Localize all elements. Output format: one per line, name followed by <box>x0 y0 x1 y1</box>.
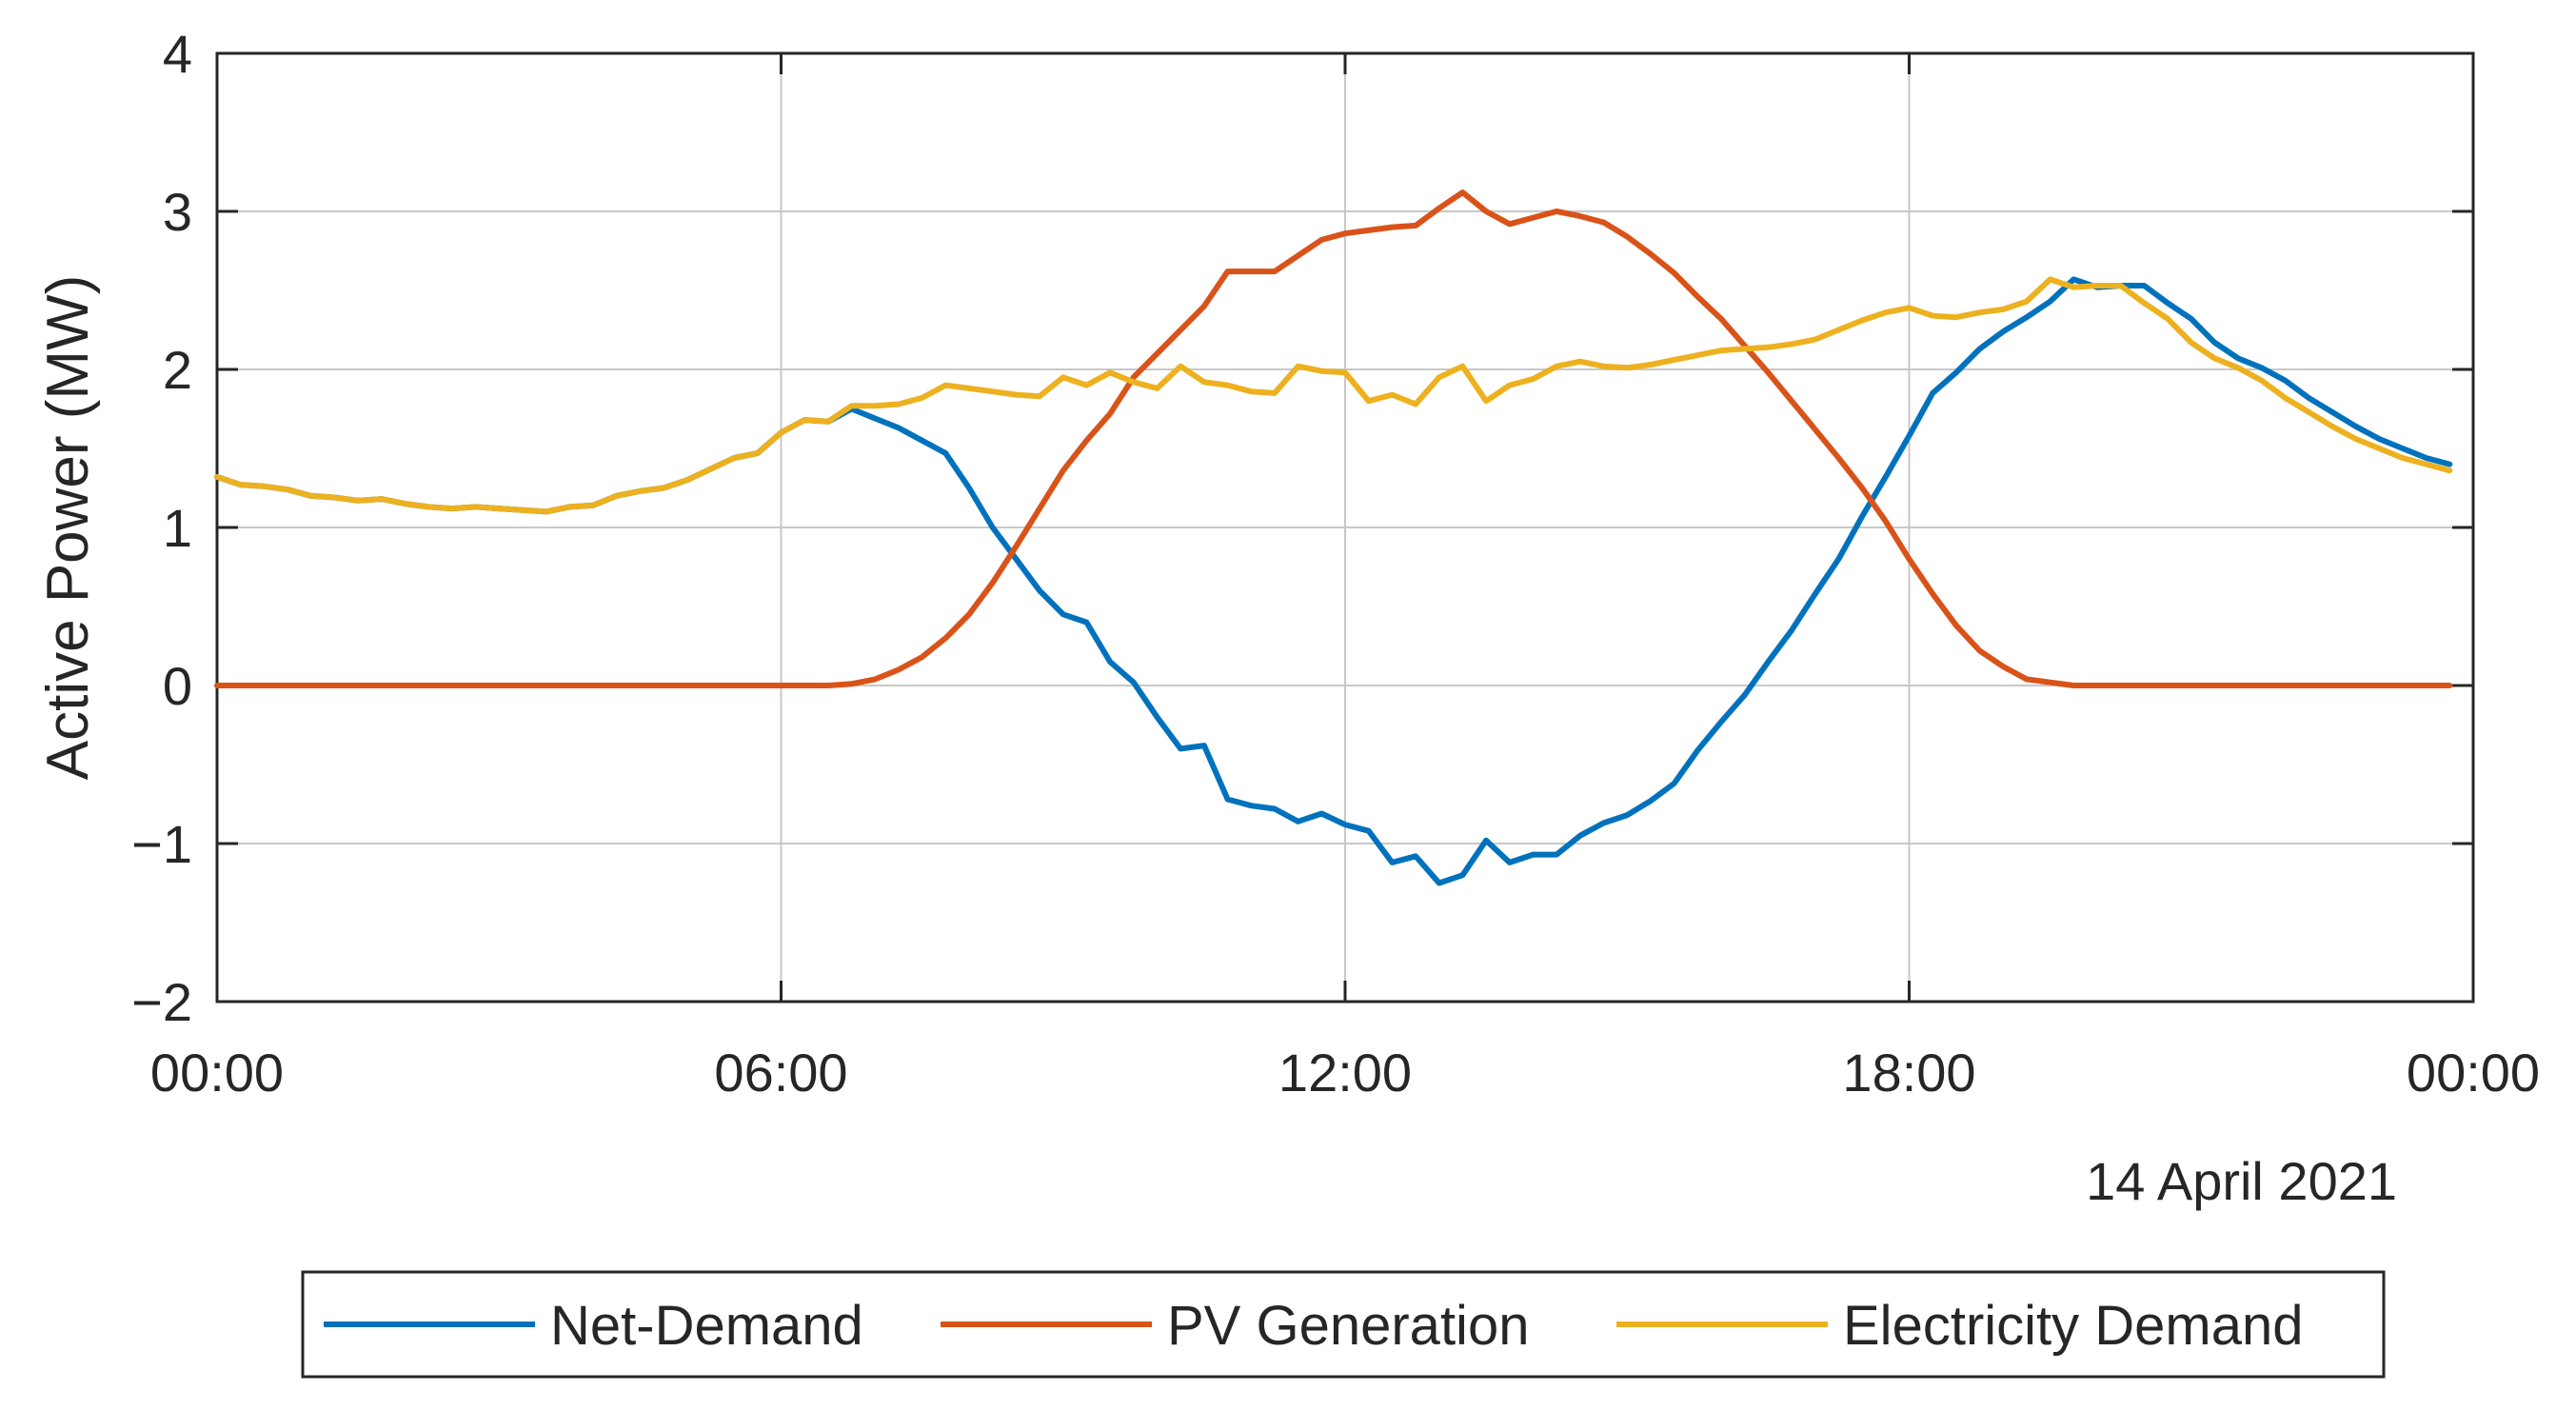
x-axis-tick-labels: 00:00 06:00 12:00 18:00 00:00 <box>150 1043 2540 1103</box>
x-tick-label: 06:00 <box>714 1043 847 1103</box>
y-tick-label: 0 <box>163 656 192 716</box>
x-tick-label: 00:00 <box>2407 1043 2540 1103</box>
y-tick-label: 2 <box>163 340 192 400</box>
y-axis-tick-labels: −2 −1 0 1 2 3 4 <box>131 24 192 1032</box>
legend-label-net-demand: Net-Demand <box>550 1295 863 1357</box>
y-tick-label: −1 <box>131 814 192 874</box>
axis-ticks <box>215 51 2475 1004</box>
x-tick-label: 18:00 <box>1842 1043 1975 1103</box>
x-tick-label: 00:00 <box>150 1043 284 1103</box>
legend-box <box>301 1270 2386 1379</box>
date-label: 14 April 2021 <box>2086 1151 2397 1211</box>
y-axis-title: Active Power (MW) <box>35 275 101 780</box>
data-series <box>214 189 2453 886</box>
y-tick-label: 3 <box>163 182 192 242</box>
grid-lines <box>217 53 2473 1002</box>
legend-label-pv-generation: PV Generation <box>1167 1295 1529 1357</box>
y-tick-label: 1 <box>163 498 192 558</box>
series-line-pv-generation <box>214 189 2453 688</box>
y-tick-label: −2 <box>131 972 192 1032</box>
x-tick-label: 12:00 <box>1278 1043 1412 1103</box>
series-line-electricity-demand <box>214 276 2453 515</box>
legend-label-electricity-demand: Electricity Demand <box>1843 1295 2303 1357</box>
y-tick-label: 4 <box>163 24 192 84</box>
legend: Net-Demand PV Generation Electricity Deman… <box>301 1270 2386 1379</box>
